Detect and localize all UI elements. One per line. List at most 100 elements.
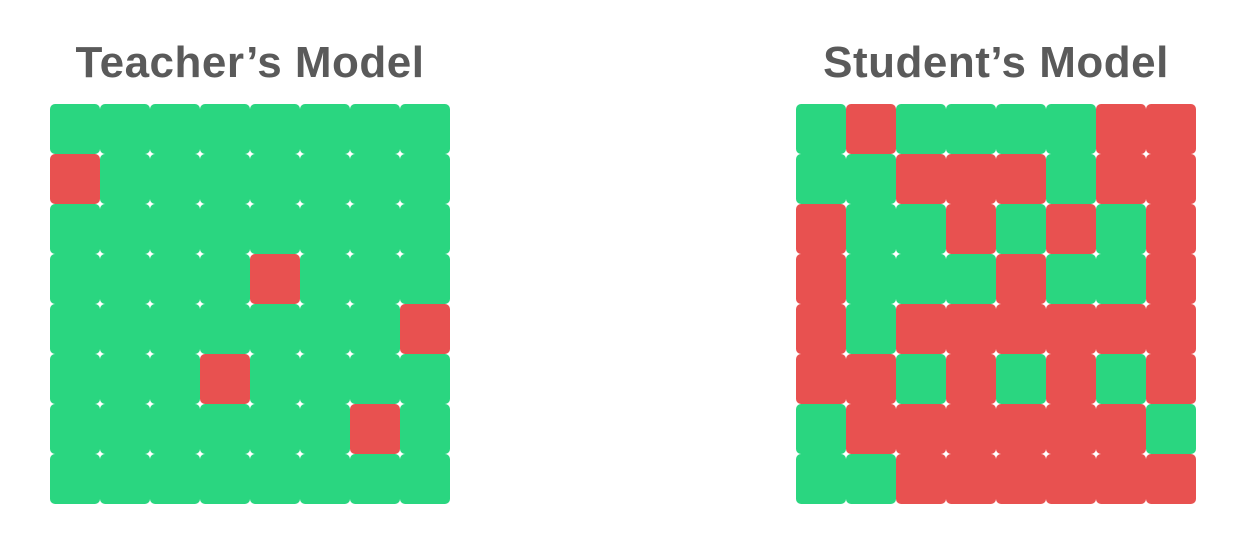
wrong-cell xyxy=(1046,204,1096,254)
correct-cell xyxy=(150,204,200,254)
correct-cell xyxy=(50,404,100,454)
correct-cell xyxy=(100,104,150,154)
wrong-cell xyxy=(946,404,996,454)
correct-cell xyxy=(200,254,250,304)
wrong-cell xyxy=(1146,154,1196,204)
correct-cell xyxy=(946,254,996,304)
correct-cell xyxy=(200,454,250,504)
student-panel: Student’s Model xyxy=(796,0,1196,550)
correct-cell xyxy=(150,354,200,404)
correct-cell xyxy=(100,254,150,304)
wrong-cell xyxy=(400,304,450,354)
correct-cell xyxy=(150,104,200,154)
correct-cell xyxy=(50,254,100,304)
correct-cell xyxy=(400,104,450,154)
correct-cell xyxy=(796,404,846,454)
correct-cell xyxy=(150,404,200,454)
correct-cell xyxy=(350,454,400,504)
correct-cell xyxy=(350,154,400,204)
wrong-cell xyxy=(996,404,1046,454)
correct-cell xyxy=(846,154,896,204)
correct-cell xyxy=(300,104,350,154)
wrong-cell xyxy=(50,154,100,204)
wrong-cell xyxy=(946,154,996,204)
correct-cell xyxy=(300,404,350,454)
correct-cell xyxy=(50,354,100,404)
wrong-cell xyxy=(846,354,896,404)
correct-cell xyxy=(400,404,450,454)
correct-cell xyxy=(846,204,896,254)
correct-cell xyxy=(50,304,100,354)
correct-cell xyxy=(1096,254,1146,304)
correct-cell xyxy=(400,154,450,204)
correct-cell xyxy=(250,454,300,504)
wrong-cell xyxy=(846,404,896,454)
correct-cell xyxy=(250,304,300,354)
correct-cell xyxy=(400,354,450,404)
wrong-cell xyxy=(1146,104,1196,154)
correct-cell xyxy=(100,404,150,454)
correct-cell xyxy=(350,354,400,404)
correct-cell xyxy=(400,204,450,254)
wrong-cell xyxy=(996,254,1046,304)
wrong-cell xyxy=(846,104,896,154)
correct-cell xyxy=(250,354,300,404)
correct-cell xyxy=(996,104,1046,154)
correct-cell xyxy=(996,354,1046,404)
correct-cell xyxy=(400,454,450,504)
wrong-cell xyxy=(1096,404,1146,454)
wrong-cell xyxy=(1146,204,1196,254)
correct-cell xyxy=(896,204,946,254)
correct-cell xyxy=(250,154,300,204)
wrong-cell xyxy=(796,354,846,404)
correct-cell xyxy=(300,204,350,254)
wrong-cell xyxy=(200,354,250,404)
correct-cell xyxy=(200,404,250,454)
correct-cell xyxy=(200,304,250,354)
correct-cell xyxy=(846,254,896,304)
correct-cell xyxy=(350,254,400,304)
correct-cell xyxy=(350,304,400,354)
correct-cell xyxy=(350,104,400,154)
correct-cell xyxy=(250,104,300,154)
correct-cell xyxy=(250,204,300,254)
correct-cell xyxy=(300,254,350,304)
wrong-cell xyxy=(1046,304,1096,354)
wrong-cell xyxy=(896,304,946,354)
correct-cell xyxy=(796,154,846,204)
correct-cell xyxy=(50,104,100,154)
correct-cell xyxy=(300,154,350,204)
correct-cell xyxy=(1096,354,1146,404)
wrong-cell xyxy=(1146,304,1196,354)
correct-cell xyxy=(150,304,200,354)
student-grid xyxy=(796,104,1196,504)
wrong-cell xyxy=(896,404,946,454)
correct-cell xyxy=(100,454,150,504)
correct-cell xyxy=(896,254,946,304)
correct-cell xyxy=(300,454,350,504)
correct-cell xyxy=(996,204,1046,254)
wrong-cell xyxy=(996,304,1046,354)
correct-cell xyxy=(1046,104,1096,154)
wrong-cell xyxy=(996,154,1046,204)
correct-cell xyxy=(1046,254,1096,304)
correct-cell xyxy=(50,454,100,504)
correct-cell xyxy=(100,354,150,404)
wrong-cell xyxy=(1146,354,1196,404)
correct-cell xyxy=(100,204,150,254)
student-title: Student’s Model xyxy=(823,38,1169,87)
teacher-grid xyxy=(50,104,450,504)
correct-cell xyxy=(400,254,450,304)
wrong-cell xyxy=(1146,254,1196,304)
correct-cell xyxy=(1146,404,1196,454)
wrong-cell xyxy=(250,254,300,304)
correct-cell xyxy=(350,204,400,254)
correct-cell xyxy=(846,304,896,354)
correct-cell xyxy=(200,104,250,154)
wrong-cell xyxy=(996,454,1046,504)
wrong-cell xyxy=(1046,354,1096,404)
correct-cell xyxy=(300,354,350,404)
wrong-cell xyxy=(1096,154,1146,204)
wrong-cell xyxy=(796,254,846,304)
wrong-cell xyxy=(946,204,996,254)
